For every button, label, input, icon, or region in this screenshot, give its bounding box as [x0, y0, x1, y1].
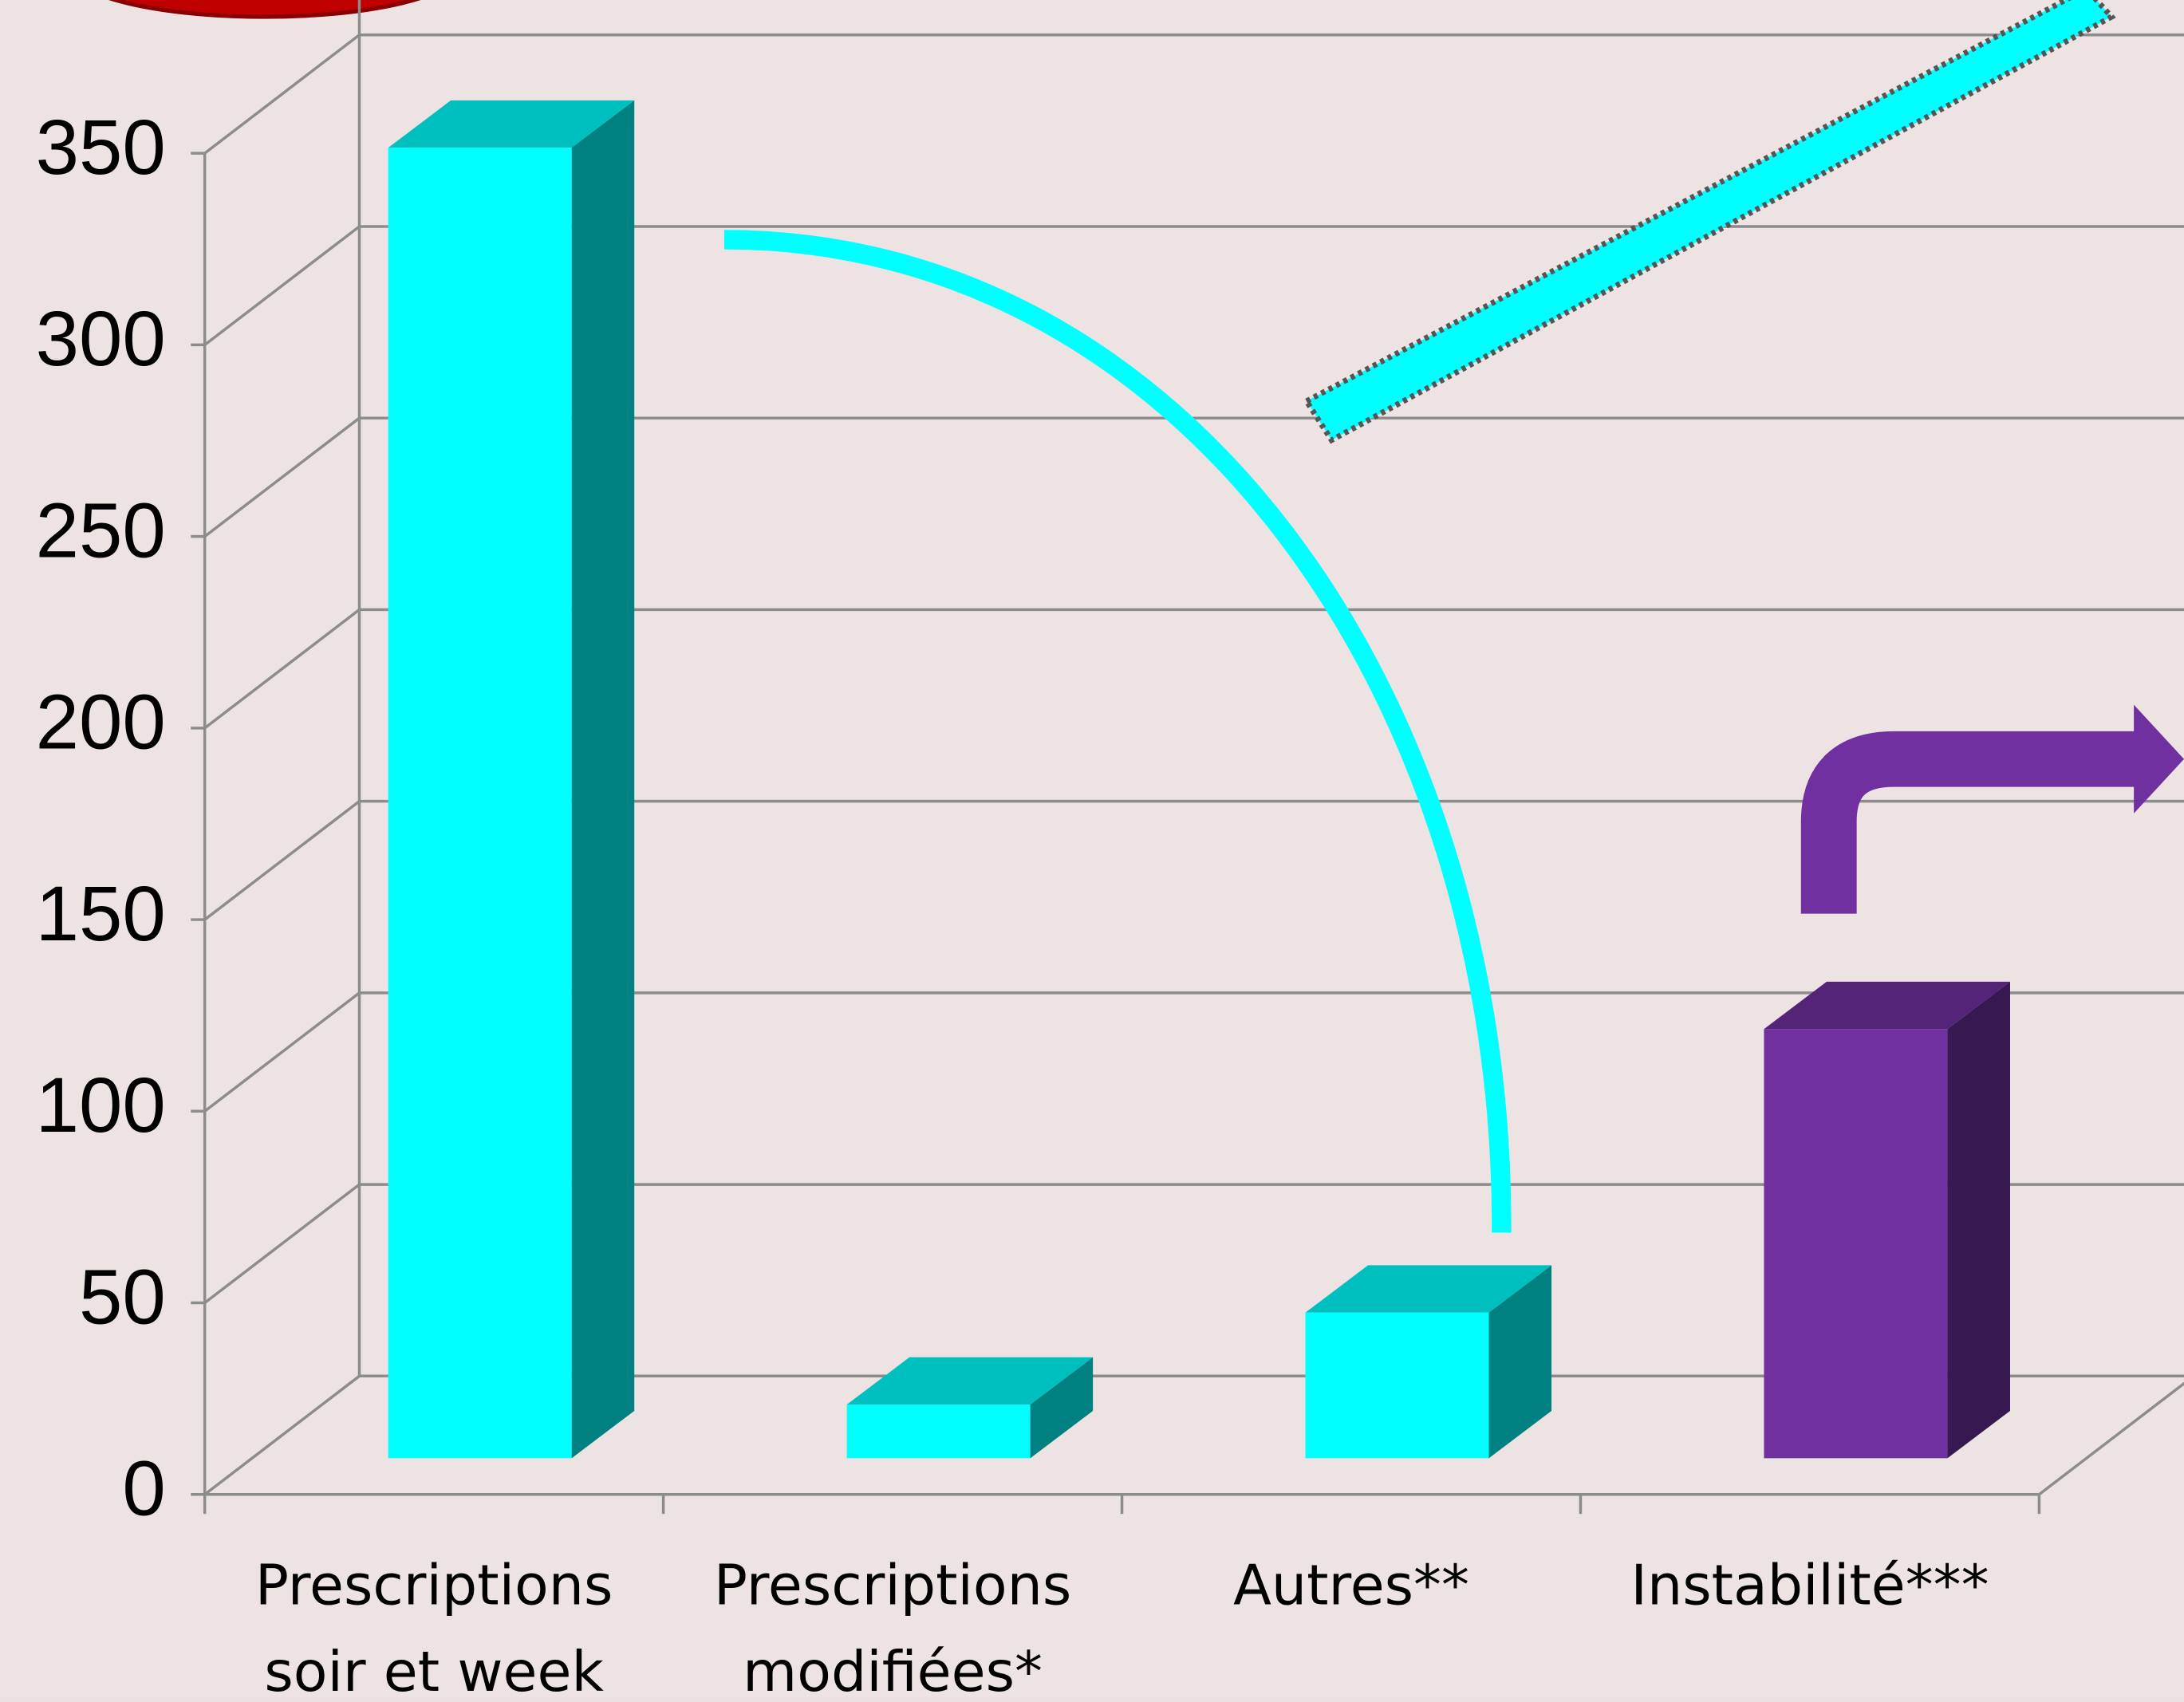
bar-side — [1030, 1357, 1094, 1459]
x-tick-label-box: Instabilité*** — [1630, 1554, 1989, 1619]
grid-line — [203, 225, 361, 346]
x-tick-label-box: Prescriptions modifiées* — [713, 1554, 1072, 1702]
x-tick-label-box: Prescriptions soir et week — [254, 1554, 613, 1702]
axis-line — [2038, 1381, 2184, 1496]
grid-line — [203, 991, 361, 1113]
y-tick-label: 0 — [122, 1444, 165, 1532]
bar-side — [571, 100, 635, 1459]
y-tick-label: 200 — [36, 678, 166, 766]
grid-line — [203, 800, 361, 921]
grid-line — [203, 33, 361, 155]
y-tick-label: 300 — [36, 294, 166, 382]
bars — [388, 100, 2010, 1459]
bar — [846, 1405, 1031, 1459]
x-tick-label: Prescriptions soir et week — [254, 1554, 613, 1702]
bar-side — [1947, 981, 2010, 1459]
x-tick-label: Prescriptions modifiées* — [713, 1554, 1072, 1702]
grid-line — [203, 609, 361, 730]
bar — [388, 148, 572, 1459]
axes: 0 50 100 150 200 250 300 350 Prescriptions soir … — [36, 0, 2184, 1702]
y-tick-label: 50 — [79, 1252, 166, 1340]
decor-arrowhead — [2134, 704, 2184, 814]
y-tick-label: 250 — [36, 486, 166, 573]
bar-top — [1305, 1265, 1552, 1313]
grid-line — [203, 1183, 361, 1304]
bar-top — [1764, 981, 2010, 1030]
bar-side — [1488, 1265, 1552, 1459]
decor-arrow — [1800, 731, 2139, 914]
decor-arc — [723, 230, 1512, 1233]
y-tick-label: 150 — [36, 869, 166, 957]
y-tick-label: 350 — [36, 103, 166, 191]
x-tick-label-box: Autres** — [1233, 1554, 1469, 1619]
grid-line — [203, 416, 361, 538]
y-tick-label: 100 — [36, 1061, 166, 1148]
bar-top — [388, 100, 635, 148]
decor-strip — [1302, 0, 2116, 444]
bar — [1764, 1029, 1948, 1459]
x-tick-label: Instabilité*** — [1630, 1554, 1989, 1619]
bar — [1305, 1312, 1489, 1459]
grid-line — [203, 1374, 361, 1496]
x-tick-label: Autres** — [1233, 1554, 1469, 1619]
decor-ellipse — [108, 0, 421, 19]
bar-top — [846, 1357, 1094, 1405]
